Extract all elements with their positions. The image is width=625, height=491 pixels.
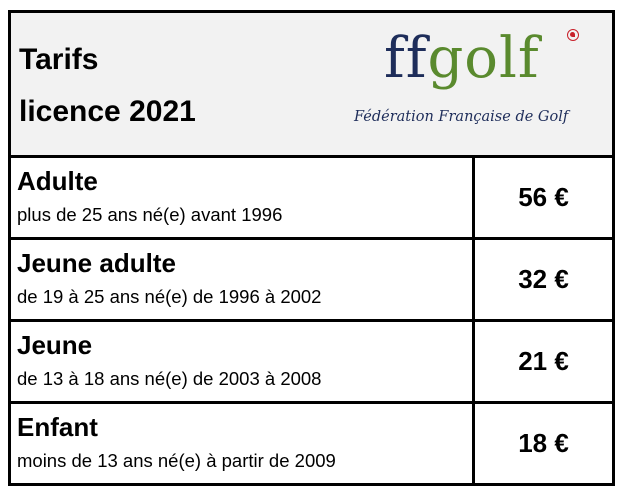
- page-title-line2: licence 2021: [19, 95, 196, 128]
- ffgolf-logo: ffgolf Fédération Française de Golf: [354, 29, 607, 136]
- category-description: de 19 à 25 ans né(e) de 1996 à 2002: [17, 286, 322, 307]
- logo-word-golf: golf: [427, 26, 540, 91]
- category-cell: Adulte plus de 25 ans né(e) avant 1996: [11, 158, 475, 237]
- price-cell: 32 €: [518, 264, 569, 294]
- golf-flag-icon: [567, 29, 579, 41]
- category-description: moins de 13 ans né(e) à partir de 2009: [17, 450, 336, 471]
- table-row: Jeune adulte de 19 à 25 ans né(e) de 199…: [11, 240, 612, 322]
- category-name: Adulte: [17, 166, 98, 196]
- category-description: plus de 25 ans né(e) avant 1996: [17, 204, 283, 225]
- category-cell: Enfant moins de 13 ans né(e) à partir de…: [11, 404, 475, 483]
- table-row: Jeune de 13 à 18 ans né(e) de 2003 à 200…: [11, 322, 612, 404]
- table-header: Tarifs licence 2021 ffgolf Fédération Fr…: [11, 13, 612, 158]
- price-cell: 18 €: [518, 428, 569, 458]
- category-description: de 13 à 18 ans né(e) de 2003 à 2008: [17, 368, 322, 389]
- category-name: Jeune: [17, 330, 93, 360]
- price-cell: 56 €: [518, 182, 569, 212]
- page-title-line1: Tarifs: [19, 43, 99, 76]
- category-cell: Jeune de 13 à 18 ans né(e) de 2003 à 200…: [11, 322, 475, 401]
- logo-wordmark: ffgolf: [384, 31, 540, 87]
- table-row: Adulte plus de 25 ans né(e) avant 1996 5…: [11, 158, 612, 240]
- category-cell: Jeune adulte de 19 à 25 ans né(e) de 199…: [11, 240, 475, 319]
- logo-subtitle: Fédération Française de Golf: [354, 109, 569, 125]
- logo-word-ff: ff: [384, 26, 428, 91]
- tarifs-table: Tarifs licence 2021 ffgolf Fédération Fr…: [8, 10, 615, 486]
- table-row: Enfant moins de 13 ans né(e) à partir de…: [11, 404, 612, 483]
- category-name: Enfant: [17, 412, 98, 442]
- price-cell: 21 €: [518, 346, 569, 376]
- category-name: Jeune adulte: [17, 248, 176, 278]
